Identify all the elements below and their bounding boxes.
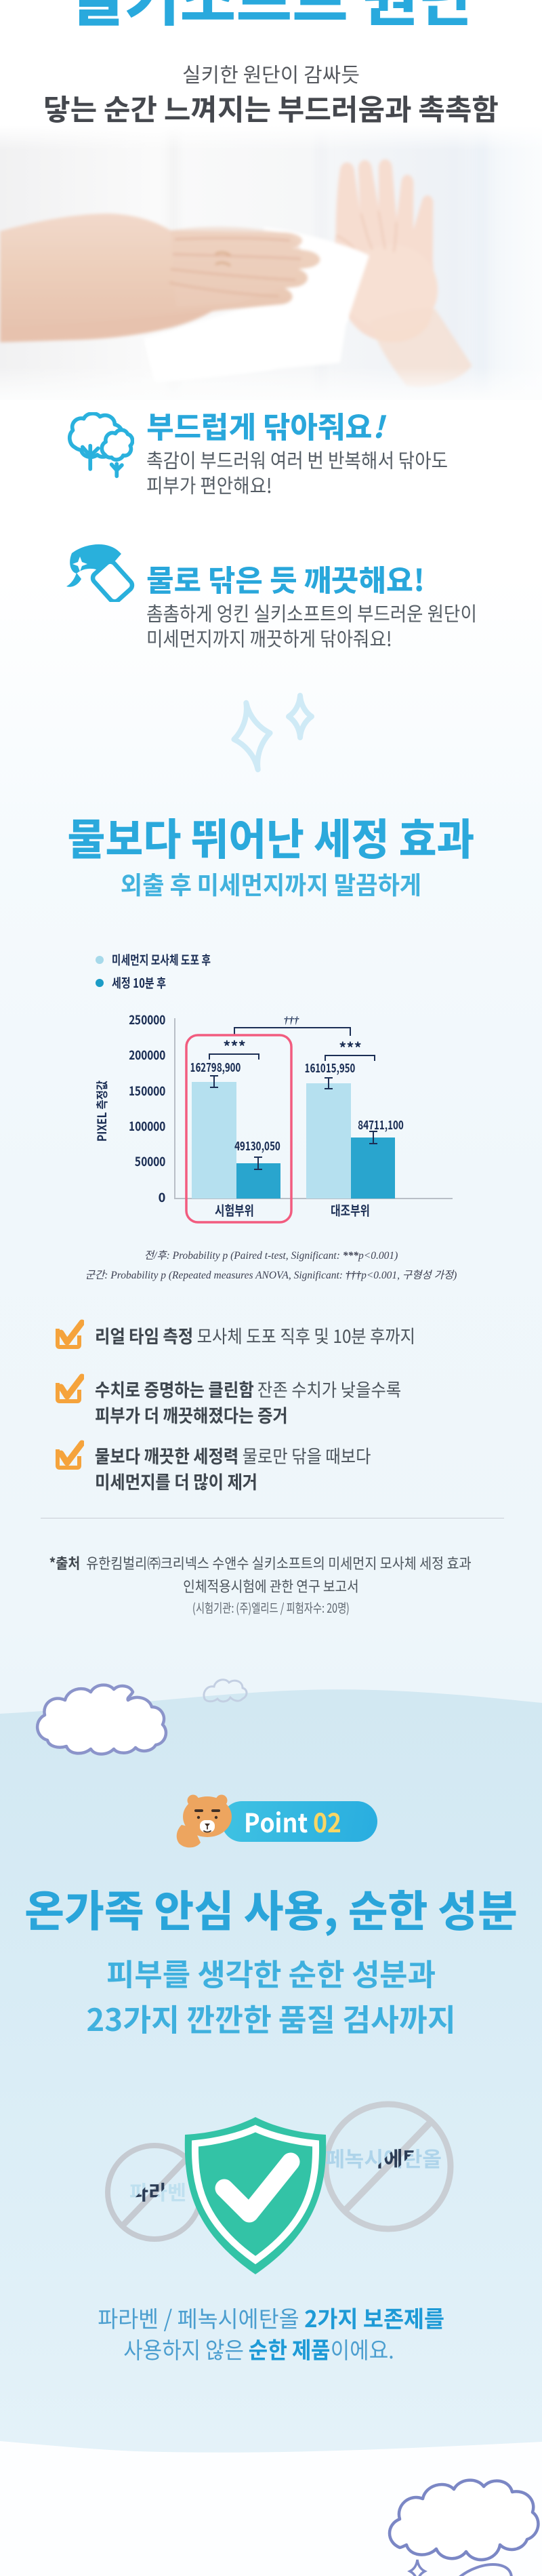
svg-text:49130,050: 49130,050 <box>234 1137 280 1154</box>
svg-text:150000: 150000 <box>129 1082 165 1100</box>
svg-text:84711,100: 84711,100 <box>358 1116 404 1133</box>
svg-text:250000: 250000 <box>129 1011 165 1028</box>
svg-text:200000: 200000 <box>129 1046 165 1064</box>
svg-text:미세먼지 모사체 도포 후: 미세먼지 모사체 도포 후 <box>112 950 211 969</box>
svg-text:50000: 50000 <box>135 1152 165 1170</box>
svg-text:세정 10분 후: 세정 10분 후 <box>112 973 166 992</box>
svg-text:162798,900: 162798,900 <box>190 1058 241 1075</box>
svg-text:100000: 100000 <box>129 1117 165 1135</box>
svg-text:***: *** <box>339 1037 361 1058</box>
svg-text:PIXEL 측정값: PIXEL 측정값 <box>93 1081 110 1142</box>
svg-text:161015,950: 161015,950 <box>305 1059 356 1076</box>
svg-text:***: *** <box>223 1035 245 1057</box>
svg-text:페녹시에탄올: 페녹시에탄올 <box>325 2142 442 2173</box>
svg-text:파라벤: 파라벤 <box>129 2176 186 2206</box>
svg-text:†††: ††† <box>284 1015 299 1026</box>
svg-text:대조부위: 대조부위 <box>331 1200 370 1220</box>
svg-text:0: 0 <box>158 1188 165 1206</box>
svg-text:시험부위: 시험부위 <box>215 1200 254 1220</box>
